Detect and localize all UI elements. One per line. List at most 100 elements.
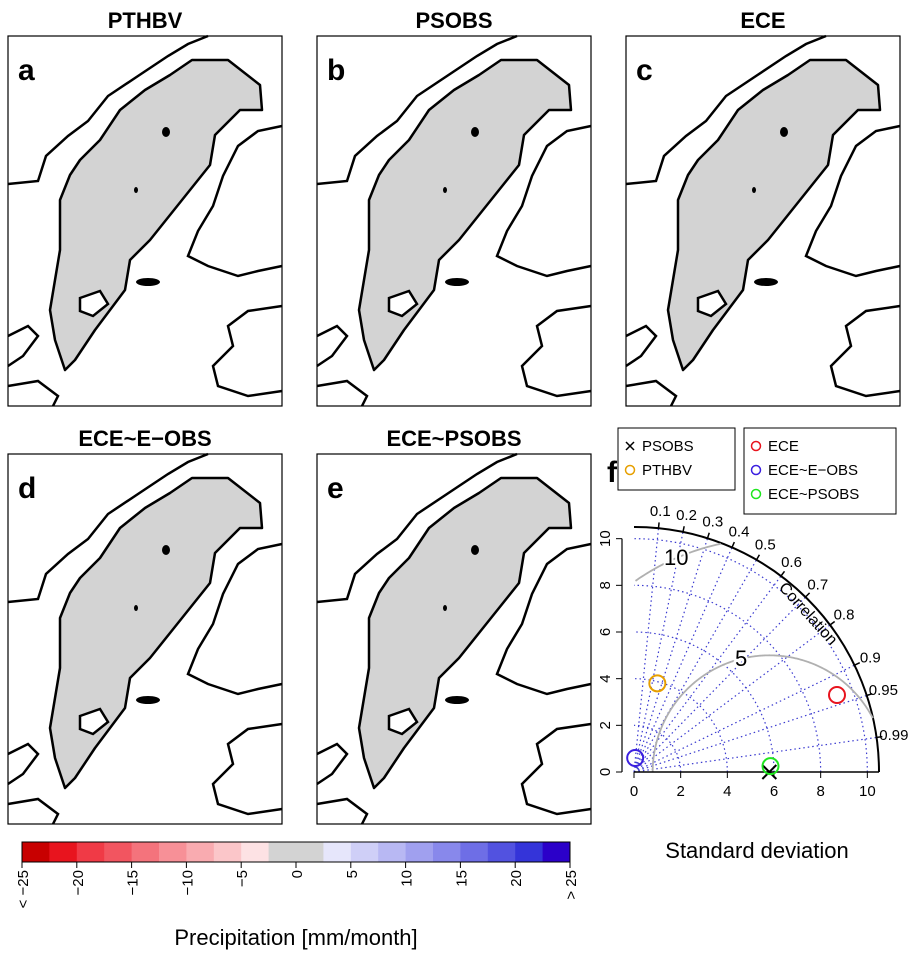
panel-letter: f (607, 456, 618, 489)
cross (761, 764, 778, 780)
colorbar-tick-label: > 25 (563, 870, 580, 900)
y-tick-label: 10 (597, 530, 614, 547)
correlation-tick-label: 0.8 (834, 607, 855, 624)
x-tick-label: 6 (770, 783, 778, 800)
colorbar-bin (460, 842, 489, 862)
legend-marker (625, 441, 635, 451)
map (315, 452, 593, 826)
legend-box (743, 427, 897, 515)
legend-box (617, 427, 736, 491)
legend-marker (750, 440, 762, 452)
panel-letter: e (327, 472, 344, 505)
sd-arc (633, 538, 868, 773)
colorbar-tick-label: 0 (289, 870, 306, 878)
correlation-tick-label: 0.95 (869, 682, 898, 699)
correlation-ray (633, 736, 877, 773)
taylor-diagram: f Standard deviation 0.1 0.2 0.3 0.4 0.5 0.6 0… (597, 427, 908, 863)
colorbar-bin (323, 842, 352, 862)
legend-label: ECE~E−OBS (768, 462, 858, 479)
map-panel: ECE~PSOBS e (315, 426, 593, 826)
rms-label: 5 (735, 646, 747, 671)
colorbar-bin (49, 842, 78, 862)
correlation-tick-label: 0.7 (807, 577, 828, 594)
correlation-tick-label: 0.6 (781, 554, 802, 571)
map-panel: ECE~E−OBS d (6, 426, 284, 826)
x-tick-label: 8 (816, 783, 824, 800)
map (6, 34, 284, 408)
point (648, 674, 667, 693)
correlation-ray (633, 559, 758, 773)
colorbar-bin (296, 842, 324, 862)
panel-title: ECE (740, 8, 785, 33)
map-panel: PSOBS b (315, 8, 593, 408)
sd-arc (633, 678, 728, 773)
legend-label: PSOBS (642, 438, 694, 455)
y-tick-label: 8 (597, 581, 614, 589)
map (315, 34, 593, 408)
correlation-ray (633, 664, 855, 773)
correlation-ray (633, 694, 867, 773)
colorbar-bin (213, 842, 242, 862)
colorbar-tick-label: −5 (234, 870, 251, 887)
colorbar-bin (159, 842, 187, 862)
colorbar-bin (241, 842, 270, 862)
panel-title: PSOBS (415, 8, 492, 33)
sd-arc (633, 724, 682, 773)
panel-title: ECE~E−OBS (78, 426, 211, 451)
legend-label: ECE (768, 438, 799, 455)
panel-title: ECE~PSOBS (386, 426, 521, 451)
legend-label: ECE~PSOBS (768, 486, 859, 503)
x-tick-label: 4 (723, 783, 731, 800)
correlation-ray (633, 596, 806, 773)
legend-marker (750, 488, 762, 500)
panel-letter: a (18, 54, 35, 87)
rms-label: 10 (664, 545, 688, 570)
colorbar-bin (487, 842, 516, 862)
panel-letter: d (18, 472, 36, 505)
colorbar-tick-label: 15 (453, 870, 470, 887)
y-tick-label: 6 (597, 628, 614, 636)
colorbar-tick-label: −15 (125, 870, 142, 895)
point (761, 757, 780, 776)
point (761, 764, 778, 780)
correlation-tick-label: 0.9 (860, 650, 881, 667)
map-panels: PTHBV a PSOBS b ECE c ECE~E−OBS d ECE~PSOBS e (6, 8, 902, 826)
correlation-tick-label: 0.5 (755, 537, 776, 554)
legend-marker (750, 464, 762, 476)
map-panel: PTHBV a (6, 8, 284, 408)
correlation-ray (633, 531, 684, 773)
panel-letter: b (327, 54, 345, 87)
correlation-ray (633, 547, 733, 773)
panel-letter: c (636, 54, 653, 87)
legend-marker (624, 464, 636, 476)
correlation-ray (633, 538, 709, 773)
correlation-tick-label: 0.2 (676, 507, 697, 524)
colorbar-tick-label: −10 (179, 870, 196, 895)
colorbar-bin (186, 842, 215, 862)
colorbar-bin (268, 842, 297, 862)
colorbar-bin (76, 842, 105, 862)
x-axis-label: Standard deviation (665, 838, 848, 863)
x-tick-label: 2 (676, 783, 684, 800)
rms-arc (634, 542, 722, 582)
y-tick-label: 2 (597, 721, 614, 729)
point (626, 749, 645, 767)
correlation-tick-label: 0.1 (650, 503, 671, 520)
map-panel: ECE c (624, 8, 902, 408)
colorbar-label: Precipitation [mm/month] (174, 925, 417, 950)
correlation-ray (633, 528, 660, 773)
colorbar-bin (378, 842, 407, 862)
correlation-ray (633, 624, 831, 773)
sd-arc (633, 584, 822, 773)
colorbar-bin (542, 842, 571, 862)
legend-label: PTHBV (642, 462, 692, 479)
correlation-tick-label: 0.99 (879, 727, 908, 744)
colorbar-bin (515, 842, 544, 862)
colorbar-bin (131, 842, 160, 862)
colorbar-tick-label: −20 (70, 870, 87, 895)
map (624, 34, 902, 408)
colorbar-tick-label: 20 (508, 870, 525, 887)
colorbar-bin (104, 842, 133, 862)
y-tick-label: 4 (597, 674, 614, 682)
